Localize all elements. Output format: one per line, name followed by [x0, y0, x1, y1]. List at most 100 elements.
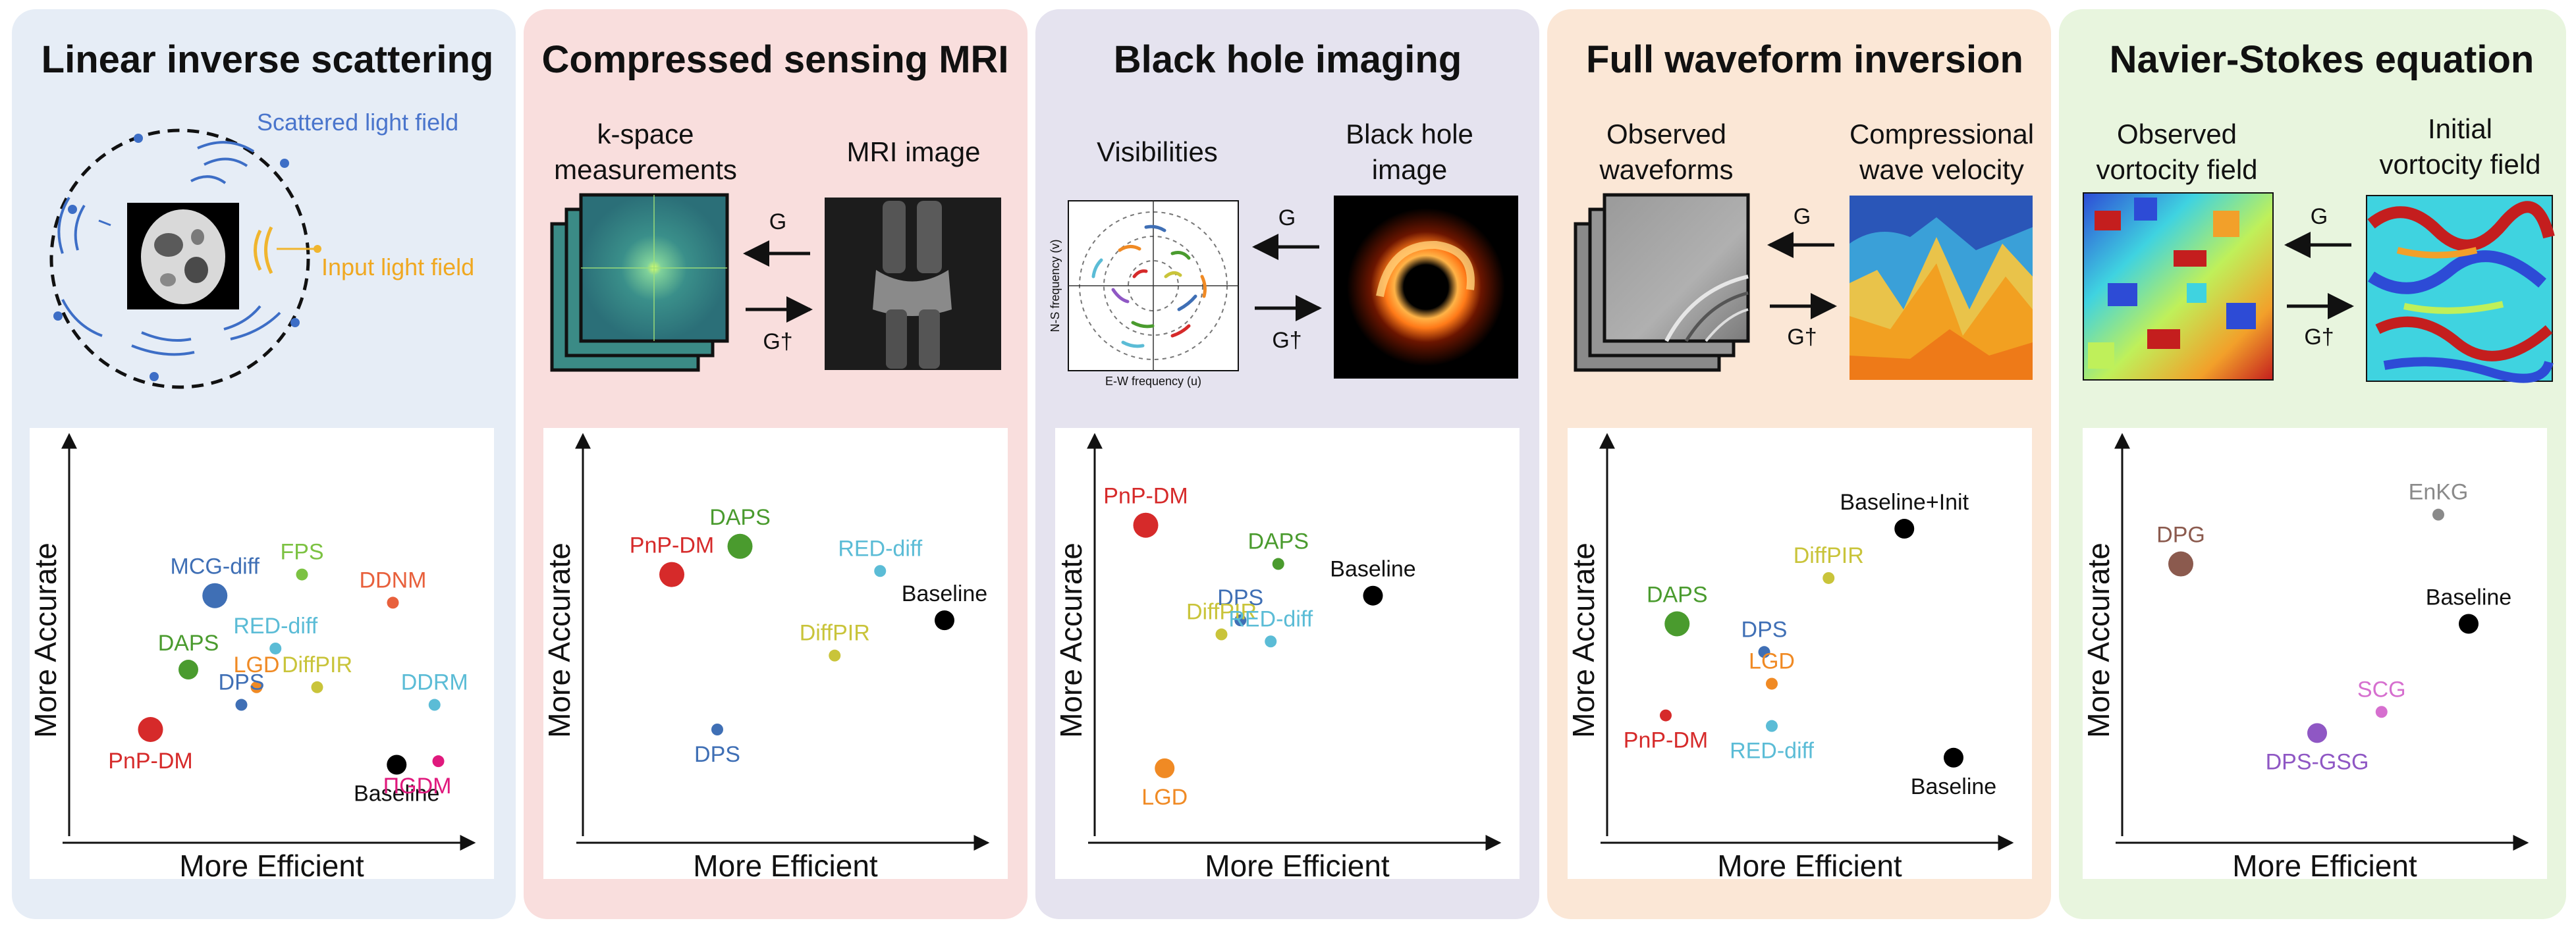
point-label: LGD: [234, 652, 280, 677]
point-label: PnP-DM: [108, 749, 192, 774]
point-label: LGD: [1749, 649, 1795, 674]
point-baseline: [1944, 747, 1963, 768]
point-baseline-init: [1894, 519, 1915, 539]
mri-forward-op: G: [769, 209, 786, 234]
fwi-forward-op: G: [1794, 204, 1811, 229]
point-label: DPS-GSG: [2266, 749, 2369, 774]
point-label: PnP-DM: [1624, 728, 1708, 753]
point-label: LGD: [1141, 785, 1188, 810]
point-label: Baseline: [354, 782, 439, 807]
y-axis-label: More Accurate: [28, 543, 63, 738]
point-baseline: [387, 755, 407, 775]
blackhole-image: [1334, 196, 1518, 379]
point-dps: [1758, 646, 1770, 658]
ns-right-label-line2: vortocity field: [2379, 149, 2540, 180]
point--gdm: [432, 755, 445, 768]
point-label: DAPS: [158, 631, 219, 656]
point-enkg: [2432, 508, 2444, 521]
x-axis-label: More Efficient: [1205, 849, 1390, 883]
point-diffpir: [1822, 571, 1835, 584]
x-axis-label: More Efficient: [693, 849, 878, 883]
input-light-label: Input light field: [321, 253, 474, 280]
blackhole-right-label-line1: Black hole: [1346, 119, 1473, 149]
blackhole-right-label-line2: image: [1372, 154, 1447, 185]
ns-left-label-line1: Observed: [2117, 119, 2237, 149]
point-dpg: [2168, 551, 2193, 577]
point-baseline: [2459, 614, 2479, 634]
panel-title-blackhole: Black hole imaging: [1114, 38, 1462, 81]
point-dps-gsg: [2307, 723, 2327, 743]
ns-right-label-line1: Initial: [2428, 113, 2492, 144]
point-label: DDRM: [401, 670, 468, 695]
observed-vorticity-field: [2083, 192, 2274, 381]
point-baseline: [1363, 585, 1383, 606]
point-pnp-dm: [138, 717, 163, 742]
point-fps: [296, 568, 308, 581]
uv-xlabel: E-W frequency (u): [1105, 375, 1201, 388]
point-label: RED-diff: [233, 614, 317, 639]
y-axis-label: More Accurate: [1054, 543, 1088, 738]
point-label: DiffPIR: [282, 652, 352, 677]
point-daps: [1664, 611, 1690, 637]
point-label: Baseline: [902, 581, 987, 606]
uv-coverage-plot: [1068, 200, 1239, 371]
mri-image: [825, 198, 1001, 370]
point-pnp-dm: [1133, 512, 1159, 538]
x-axis-label: More Efficient: [179, 849, 364, 883]
mri-right-label: MRI image: [846, 136, 980, 167]
blackhole-left-label: Visibilities: [1097, 136, 1218, 167]
x-axis-label: More Efficient: [2232, 849, 2417, 883]
chart-fwi: More Efficient More Accurate Baseline+Init…: [1566, 428, 2032, 883]
ns-forward-op: G: [2311, 204, 2328, 229]
scattered-light-label: Scattered light field: [257, 109, 458, 136]
blackhole-adjoint-op: G†: [1272, 328, 1302, 353]
point-label: Baseline+Init: [1840, 490, 1969, 515]
point-label: SCG: [2357, 677, 2406, 702]
panel-title-fwi: Full waveform inversion: [1586, 38, 2023, 81]
point-dps: [711, 724, 723, 735]
point-label: RED-diff: [838, 536, 922, 561]
point-daps: [178, 660, 198, 680]
blackhole-forward-op: G: [1278, 205, 1296, 230]
point-red-diff: [269, 642, 282, 654]
y-axis-label: More Accurate: [2081, 543, 2116, 738]
chart-background: [1055, 428, 1520, 879]
point-daps: [727, 533, 753, 559]
point-red-diff: [1766, 720, 1778, 732]
point-label: DDNM: [360, 568, 427, 593]
chart-blackhole: More Efficient More Accurate PnP-DM DAPS Bas…: [1054, 428, 1520, 883]
point-label: FPS: [280, 540, 323, 565]
point-label: DAPS: [1647, 583, 1708, 608]
point-ddrm: [428, 699, 441, 711]
ns-adjoint-op: G†: [2304, 325, 2334, 350]
mri-left-label-line1: k-space: [597, 119, 694, 149]
point-red-diff: [874, 565, 887, 577]
chart-background: [1568, 428, 2032, 879]
y-axis-label: More Accurate: [1566, 543, 1601, 738]
fwi-left-label-line2: waveforms: [1599, 154, 1733, 185]
panel-title-mri: Compressed sensing MRI: [541, 38, 1008, 81]
point-label: DPS: [694, 742, 740, 767]
point-ddnm: [387, 597, 399, 609]
kspace-stack: [550, 193, 729, 372]
point-diffpir: [829, 649, 841, 662]
point-dps: [235, 699, 248, 711]
point-diffpir: [1215, 628, 1228, 641]
point-label: DAPS: [709, 505, 771, 530]
point-label: Baseline: [2426, 585, 2511, 610]
point-label: RED-diff: [1730, 739, 1814, 764]
x-axis-label: More Efficient: [1717, 849, 1902, 883]
fwi-adjoint-op: G†: [1787, 325, 1817, 350]
point-daps: [1272, 558, 1284, 570]
point-label: DiffPIR: [1794, 543, 1864, 568]
point-label: ΠGDM: [383, 774, 452, 799]
mri-left-label-line2: measurements: [554, 154, 737, 185]
chart-background: [30, 428, 494, 879]
point-dps: [1234, 614, 1247, 627]
point-label: MCG-diff: [171, 554, 260, 579]
point-scg: [2375, 706, 2388, 718]
point-label: PnP-DM: [630, 533, 714, 558]
point-label: DAPS: [1247, 529, 1309, 554]
point-mcg-diff: [202, 583, 228, 608]
